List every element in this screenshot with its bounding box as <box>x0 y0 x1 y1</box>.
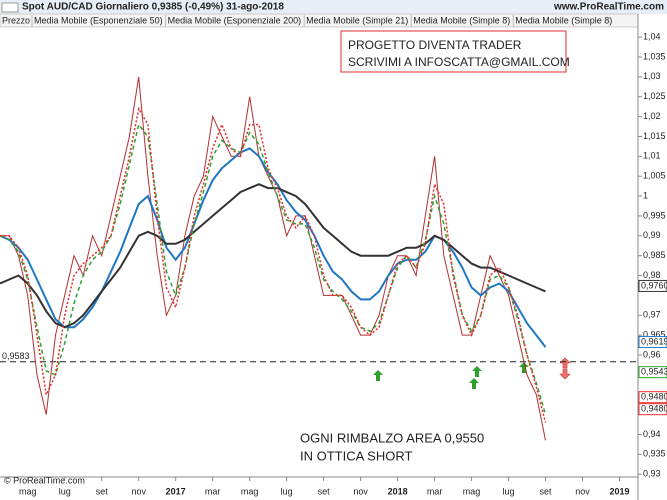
x-tick-label: 2019 <box>609 486 629 496</box>
y-tick-label: 0,985 <box>643 250 666 260</box>
x-tick-label: mag <box>463 486 481 496</box>
site-name: www.ProRealTime.com <box>553 2 664 13</box>
y-tick-label: 0,965 <box>643 330 666 340</box>
x-tick-label: mag <box>19 486 37 496</box>
y-tick-label: 0,995 <box>643 210 666 220</box>
y-tick-label: 0,98 <box>643 270 661 280</box>
y-tick-label: 1,025 <box>643 91 666 101</box>
annotation: PROGETTO DIVENTA TRADER <box>348 38 522 52</box>
moving-average <box>0 107 546 423</box>
price-label: 0,9619 <box>638 335 667 348</box>
y-tick-label: 0,93 <box>643 469 661 479</box>
y-tick-label: 0,94 <box>643 429 661 439</box>
y-tick-label: 1,02 <box>643 111 661 121</box>
x-tick-label: nov <box>575 486 590 496</box>
y-tick-label: 0,935 <box>643 449 666 459</box>
y-tick-label: 1 <box>643 190 648 200</box>
price-label-text: 0,9760 <box>641 280 667 290</box>
arrow-up <box>469 378 479 389</box>
price-label: 0,9480 <box>638 403 667 416</box>
arrow-up <box>472 366 482 377</box>
price-label-box <box>638 403 667 416</box>
y-tick-label: 1,005 <box>643 171 666 181</box>
moving-average <box>0 183 546 329</box>
arrow-up <box>373 370 383 381</box>
y-tick-label: 1,015 <box>643 131 666 141</box>
price-line <box>0 76 546 441</box>
arrows-up <box>373 362 529 389</box>
footer: © ProRealTime.com <box>4 475 85 485</box>
price-label: 0,9760 <box>638 279 667 292</box>
arrow-down <box>559 368 571 380</box>
x-tick-label: mar <box>427 486 443 496</box>
y-tick-label: 1,03 <box>643 71 661 81</box>
price-label: 0,9480 <box>638 391 667 404</box>
chart-title: Spot AUD/CAD Giornaliero 0,9385 (-0,49%)… <box>22 2 284 13</box>
arrow-up <box>559 357 571 369</box>
y-tick-label: 0,96 <box>643 349 661 359</box>
x-tick-label: 2018 <box>388 486 408 496</box>
arrow-up <box>519 362 529 373</box>
x-tick-label: set <box>318 486 331 496</box>
price-label: 0,9543 <box>638 366 667 379</box>
x-tick-label: nov <box>131 486 146 496</box>
price-label-text: 0,9480 <box>641 404 667 414</box>
annotation: OGNI RIMBALZO AREA 0,9550 <box>300 430 484 445</box>
y-tick-label: 0,99 <box>643 230 661 240</box>
annotation: IN OTTICA SHORT <box>300 448 412 463</box>
header-bar <box>0 0 667 14</box>
annotation: SCRIVIMI A INFOSCATTA@GMAIL.COM <box>348 55 570 69</box>
x-tick-label: set <box>540 486 553 496</box>
legend-entry: Media Mobile (Esponenziale 200) <box>168 15 302 25</box>
x-tick-label: 2017 <box>166 486 186 496</box>
annotation-box <box>340 30 567 73</box>
legend-entry: Media Mobile (Simple 21) <box>306 15 408 25</box>
y-tick-label: 1,01 <box>643 151 661 161</box>
x-tick-label: nov <box>353 486 368 496</box>
icon <box>1 2 19 13</box>
legend-entry: Media Mobile (Simple 8) <box>413 15 510 25</box>
arrows-red <box>559 357 571 380</box>
legend-entry: Media Mobile (Simple 8) <box>515 15 612 25</box>
x-tick-label: mar <box>205 486 221 496</box>
price-label-text: 0,9543 <box>641 367 667 377</box>
price-label-box <box>638 279 667 292</box>
price-label-box <box>638 335 667 348</box>
price-label-box <box>638 366 667 379</box>
y-tick-label: 1,035 <box>643 51 666 61</box>
level-label: 0,9583 <box>2 351 30 361</box>
moving-average <box>0 147 547 348</box>
price-label-text: 0,9619 <box>641 336 667 346</box>
price-label-box <box>638 391 667 404</box>
x-tick-label: lug <box>59 486 71 496</box>
y-tick-label: 1,04 <box>643 32 661 42</box>
x-tick-label: lug <box>281 486 293 496</box>
x-tick-label: mag <box>241 486 259 496</box>
legend-entry: Media Mobile (Esponenziale 50) <box>34 15 163 25</box>
y-tick-label: 0,97 <box>643 310 661 320</box>
legend-panel: Prezzo <box>2 15 30 25</box>
price-label-text: 0,9480 <box>641 392 667 402</box>
x-tick-label: lug <box>503 486 515 496</box>
x-tick-label: set <box>96 486 109 496</box>
